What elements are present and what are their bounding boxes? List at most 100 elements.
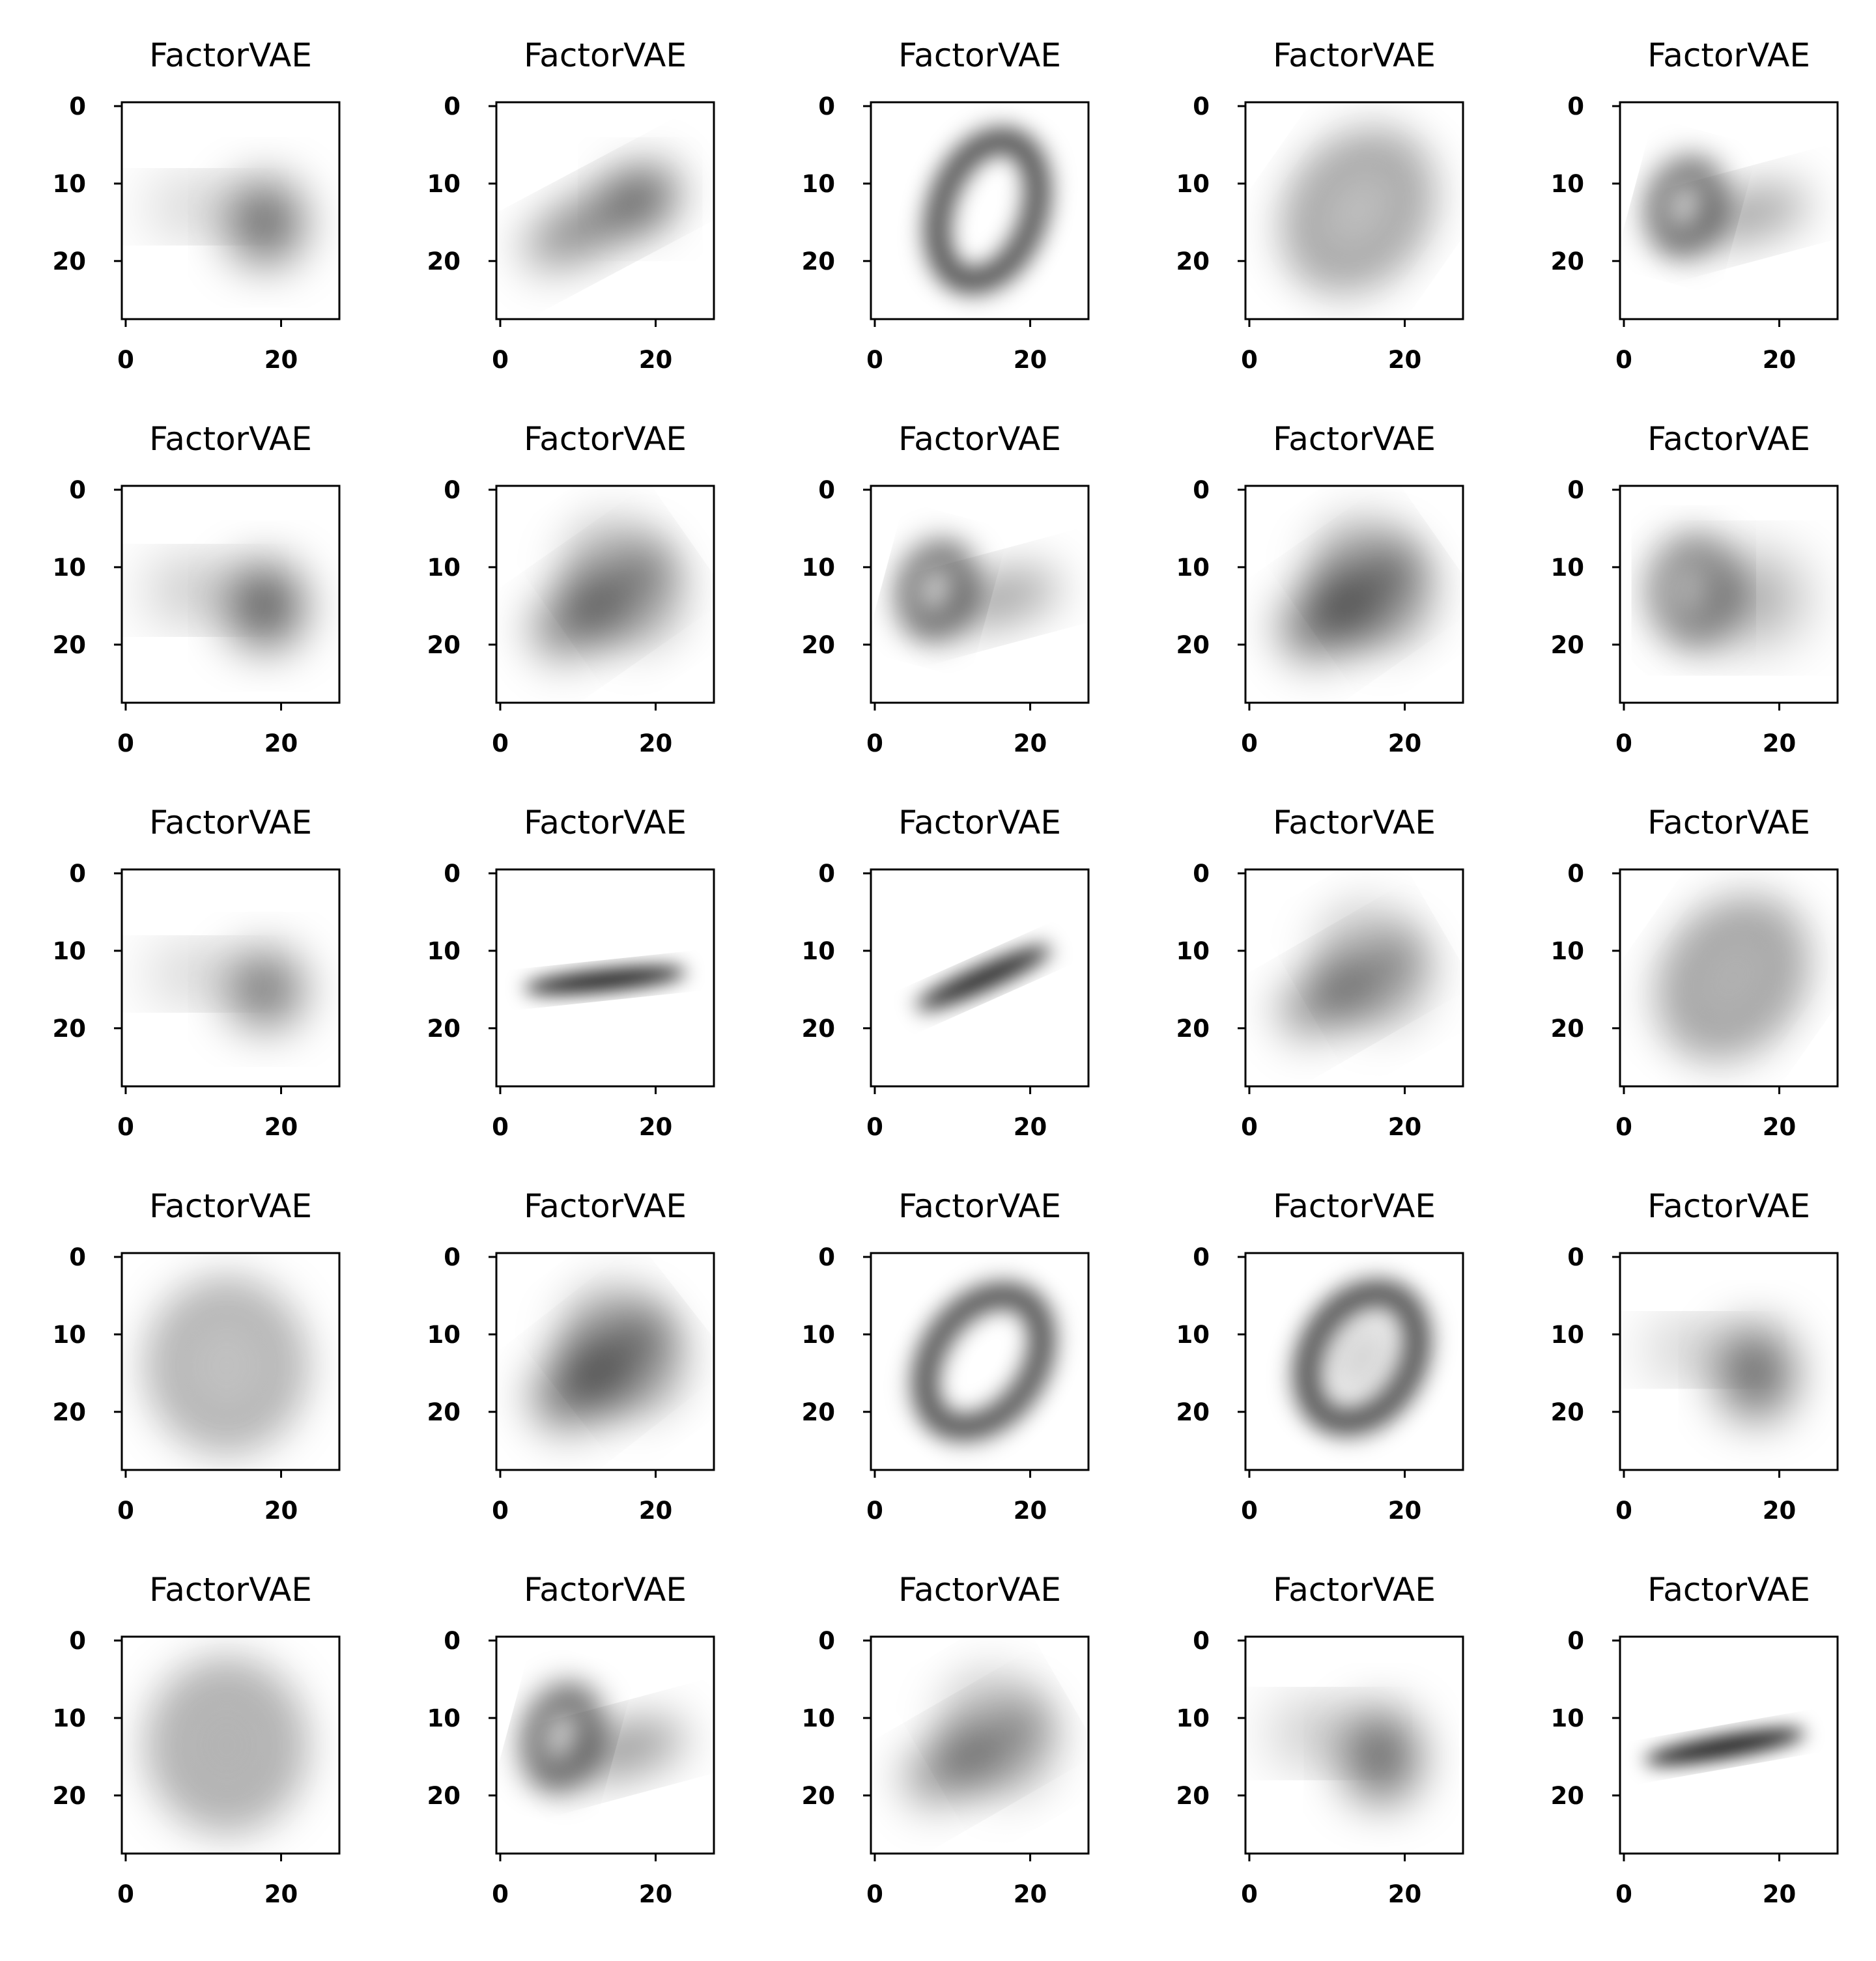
y-tick-label: 20 bbox=[802, 1782, 836, 1810]
x-tick-label: 20 bbox=[264, 1113, 298, 1141]
subplot-title: FactorVAE bbox=[1647, 36, 1810, 74]
subplot-title: FactorVAE bbox=[898, 420, 1061, 458]
y-tick-label: 0 bbox=[1567, 1243, 1584, 1271]
x-tick-label: 20 bbox=[1388, 1113, 1422, 1141]
x-tick-label: 20 bbox=[264, 729, 298, 757]
y-tick-label: 10 bbox=[802, 554, 836, 582]
axes-frame bbox=[495, 485, 715, 704]
y-tick-label: 10 bbox=[1551, 554, 1585, 582]
stroke-blob bbox=[939, 570, 1060, 626]
subplot-2-4: FactorVAE 0 10 20 0 20 bbox=[1176, 420, 1464, 757]
subplot-3-3: FactorVAE 0 10 20 0 20 bbox=[802, 804, 1090, 1141]
y-tick-label: 20 bbox=[1176, 631, 1210, 659]
x-tick-label: 20 bbox=[639, 1880, 673, 1908]
y-tick-label: 0 bbox=[69, 1627, 86, 1655]
y-tick-label: 0 bbox=[1193, 1243, 1210, 1271]
y-tick-label: 0 bbox=[1567, 92, 1584, 120]
subplot-title: FactorVAE bbox=[524, 1187, 687, 1225]
x-tick-label: 0 bbox=[492, 1880, 509, 1908]
stroke-blob bbox=[1644, 1728, 1806, 1765]
y-tick-label: 10 bbox=[1551, 1704, 1585, 1732]
y-tick-label: 20 bbox=[427, 247, 461, 275]
subplot-title: FactorVAE bbox=[1647, 1571, 1810, 1609]
subplot-title: FactorVAE bbox=[524, 804, 687, 841]
axes-frame bbox=[1244, 1635, 1464, 1855]
y-tick-label: 0 bbox=[818, 1627, 835, 1655]
x-tick-label: 20 bbox=[639, 346, 673, 374]
subplot-3-5: FactorVAE 0 10 20 0 20 bbox=[1551, 804, 1839, 1141]
axes-frame bbox=[1244, 1252, 1464, 1471]
x-tick-label: 20 bbox=[1388, 1880, 1422, 1908]
x-tick-label: 20 bbox=[1763, 1880, 1797, 1908]
axes-frame bbox=[870, 1252, 1090, 1471]
stroke-blob bbox=[916, 946, 1051, 1010]
axes-frame bbox=[1619, 1635, 1839, 1855]
digit-image bbox=[155, 1286, 298, 1445]
stroke-loop bbox=[1666, 904, 1800, 1052]
subplot-title: FactorVAE bbox=[149, 804, 312, 841]
axes-frame bbox=[121, 101, 341, 320]
y-tick-label: 0 bbox=[69, 92, 86, 120]
subplot-1-4: FactorVAE 0 10 20 0 20 bbox=[1176, 36, 1464, 374]
y-tick-label: 0 bbox=[444, 92, 461, 120]
digit-image bbox=[1291, 137, 1425, 285]
x-tick-label: 0 bbox=[866, 1113, 883, 1141]
y-tick-label: 10 bbox=[1176, 1704, 1210, 1732]
subplot-title: FactorVAE bbox=[524, 1571, 687, 1609]
y-tick-label: 20 bbox=[1176, 1398, 1210, 1426]
axes-frame bbox=[1619, 1252, 1839, 1471]
digit-image bbox=[149, 179, 305, 265]
stroke-loop bbox=[569, 1291, 679, 1409]
y-tick-label: 0 bbox=[1567, 860, 1584, 888]
axes-frame bbox=[1619, 485, 1839, 704]
x-tick-label: 20 bbox=[639, 729, 673, 757]
stroke-blob bbox=[227, 950, 305, 1028]
axes-frame bbox=[495, 868, 715, 1088]
digit-image bbox=[524, 966, 687, 994]
x-tick-label: 0 bbox=[1615, 1880, 1632, 1908]
digit-image bbox=[149, 950, 305, 1028]
y-tick-label: 20 bbox=[802, 1015, 836, 1043]
stroke-loop bbox=[1322, 909, 1425, 1024]
subplot-4-5: FactorVAE 0 10 20 0 20 bbox=[1551, 1187, 1839, 1525]
stroke-loop bbox=[915, 1285, 1053, 1438]
subplot-title: FactorVAE bbox=[1647, 804, 1810, 841]
subplot-1-2: FactorVAE 0 10 20 0 20 bbox=[427, 36, 715, 374]
stroke-blob bbox=[564, 1721, 685, 1777]
digit-image bbox=[1296, 1282, 1428, 1433]
digit-image bbox=[1283, 524, 1428, 657]
y-tick-label: 0 bbox=[1567, 1627, 1584, 1655]
digit-image bbox=[1666, 904, 1800, 1052]
subplot-title: FactorVAE bbox=[1273, 420, 1436, 458]
digit-image bbox=[1653, 538, 1803, 643]
y-tick-label: 10 bbox=[53, 937, 87, 965]
x-tick-label: 0 bbox=[866, 1880, 883, 1908]
y-tick-label: 0 bbox=[818, 476, 835, 504]
y-tick-label: 10 bbox=[427, 937, 461, 965]
x-tick-label: 20 bbox=[1388, 346, 1422, 374]
stroke-blob bbox=[1688, 186, 1809, 242]
stroke-blob bbox=[149, 567, 242, 614]
stroke-blob bbox=[609, 168, 672, 231]
subplot-5-2: FactorVAE 0 10 20 0 20 bbox=[427, 1571, 715, 1908]
x-tick-label: 20 bbox=[1388, 1497, 1422, 1525]
y-tick-label: 0 bbox=[1193, 860, 1210, 888]
x-tick-label: 0 bbox=[117, 346, 134, 374]
axes-frame bbox=[1244, 868, 1464, 1088]
x-tick-label: 0 bbox=[1615, 346, 1632, 374]
subplot-3-1: FactorVAE 0 10 20 0 20 bbox=[53, 804, 341, 1141]
stroke-blob bbox=[180, 1311, 274, 1420]
y-tick-label: 10 bbox=[427, 1321, 461, 1349]
y-tick-label: 10 bbox=[1551, 170, 1585, 198]
subplot-3-4: FactorVAE 0 10 20 0 20 bbox=[1176, 804, 1464, 1141]
y-tick-label: 10 bbox=[802, 170, 836, 198]
subplot-title: FactorVAE bbox=[1647, 420, 1810, 458]
stroke-loop bbox=[1320, 524, 1428, 642]
x-tick-label: 0 bbox=[1241, 1113, 1258, 1141]
subplot-2-5: FactorVAE 0 10 20 0 20 bbox=[1551, 420, 1839, 757]
y-tick-label: 10 bbox=[427, 170, 461, 198]
x-tick-label: 20 bbox=[639, 1497, 673, 1525]
y-tick-label: 0 bbox=[818, 92, 835, 120]
axes-frame bbox=[1619, 101, 1839, 320]
